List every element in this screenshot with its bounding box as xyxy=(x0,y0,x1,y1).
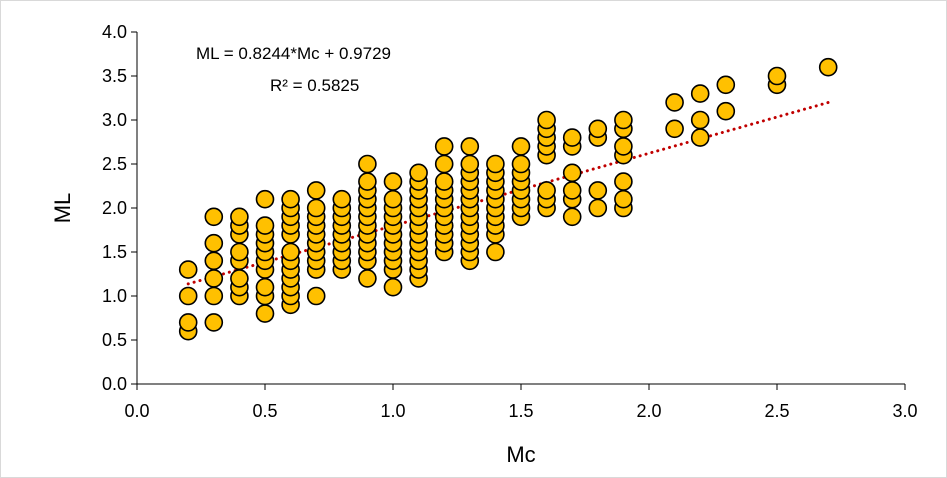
data-point xyxy=(434,172,454,191)
x-tick-label: 3.0 xyxy=(892,401,917,421)
data-point xyxy=(383,172,403,191)
x-tick-label: 2.5 xyxy=(764,401,789,421)
data-point xyxy=(665,119,684,139)
r2-label: R² = 0.5825 xyxy=(270,76,359,95)
data-point xyxy=(460,137,480,156)
x-axis-title: Mc xyxy=(506,442,535,467)
data-point xyxy=(818,57,838,77)
data-point xyxy=(255,304,275,323)
data-point xyxy=(204,233,224,253)
data-point xyxy=(204,313,224,332)
data-point xyxy=(460,154,480,174)
data-point xyxy=(690,110,710,130)
data-point xyxy=(204,269,224,288)
y-axis-title: ML xyxy=(50,193,75,224)
y-tick-label: 0.5 xyxy=(102,330,127,350)
data-point xyxy=(281,189,300,209)
x-tick-label: 0.0 xyxy=(124,401,149,421)
data-point xyxy=(690,84,710,103)
data-point xyxy=(255,277,275,297)
x-ticks: 0.0 0.5 1.0 1.5 2.0 2.5 3.0 xyxy=(124,384,918,421)
data-point xyxy=(614,172,633,191)
data-point xyxy=(486,242,505,262)
equation-label: ML = 0.8244*Mc + 0.9729 xyxy=(196,44,391,63)
data-point xyxy=(204,251,224,271)
data-point xyxy=(178,260,198,279)
data-point xyxy=(306,198,326,218)
data-point xyxy=(358,172,377,191)
data-point xyxy=(383,189,403,209)
data-point xyxy=(230,242,249,262)
data-point xyxy=(434,137,454,156)
data-point xyxy=(716,75,736,95)
data-point xyxy=(358,269,377,288)
data-point xyxy=(281,242,300,262)
y-ticks: 0.0 0.5 1.0 1.5 2.0 2.5 3.0 3.5 4.0 xyxy=(102,22,137,394)
y-tick-label: 1.0 xyxy=(102,286,127,306)
data-point xyxy=(204,207,224,227)
data-point xyxy=(383,277,403,297)
data-point xyxy=(409,163,428,183)
data-point xyxy=(434,154,454,174)
y-tick-label: 0.0 xyxy=(102,374,127,394)
data-point xyxy=(588,119,608,139)
data-point xyxy=(306,286,326,306)
y-tick-label: 3.0 xyxy=(102,110,127,130)
x-tick-label: 0.5 xyxy=(252,401,277,421)
data-point xyxy=(511,154,531,174)
data-point xyxy=(204,286,224,306)
data-point xyxy=(690,128,710,147)
y-tick-label: 2.5 xyxy=(102,154,127,174)
y-tick-label: 2.0 xyxy=(102,198,127,218)
data-point xyxy=(614,110,633,130)
data-point xyxy=(255,189,275,209)
data-point xyxy=(358,154,377,174)
data-point xyxy=(178,313,198,332)
data-point xyxy=(537,110,556,130)
data-point xyxy=(178,286,198,306)
y-tick-label: 3.5 xyxy=(102,66,127,86)
data-point xyxy=(767,66,787,86)
data-point xyxy=(665,93,684,112)
data-point xyxy=(230,269,249,288)
data-point xyxy=(614,137,633,156)
data-point xyxy=(562,128,582,147)
data-point xyxy=(588,181,608,200)
data-point xyxy=(614,189,633,209)
data-point xyxy=(588,198,608,218)
data-point xyxy=(562,207,582,227)
y-tick-label: 1.5 xyxy=(102,242,127,262)
data-point xyxy=(332,189,352,209)
data-point xyxy=(562,181,582,200)
data-point xyxy=(230,207,249,227)
data-point xyxy=(562,163,582,183)
data-point xyxy=(511,137,531,156)
x-tick-label: 1.5 xyxy=(508,401,533,421)
data-point xyxy=(716,101,736,121)
x-tick-label: 2.0 xyxy=(636,401,661,421)
data-point xyxy=(255,216,275,235)
data-points xyxy=(178,57,838,341)
data-point xyxy=(486,154,505,174)
data-point xyxy=(537,181,556,200)
y-tick-label: 4.0 xyxy=(102,22,127,42)
data-point xyxy=(306,181,326,200)
x-tick-label: 1.0 xyxy=(380,401,405,421)
